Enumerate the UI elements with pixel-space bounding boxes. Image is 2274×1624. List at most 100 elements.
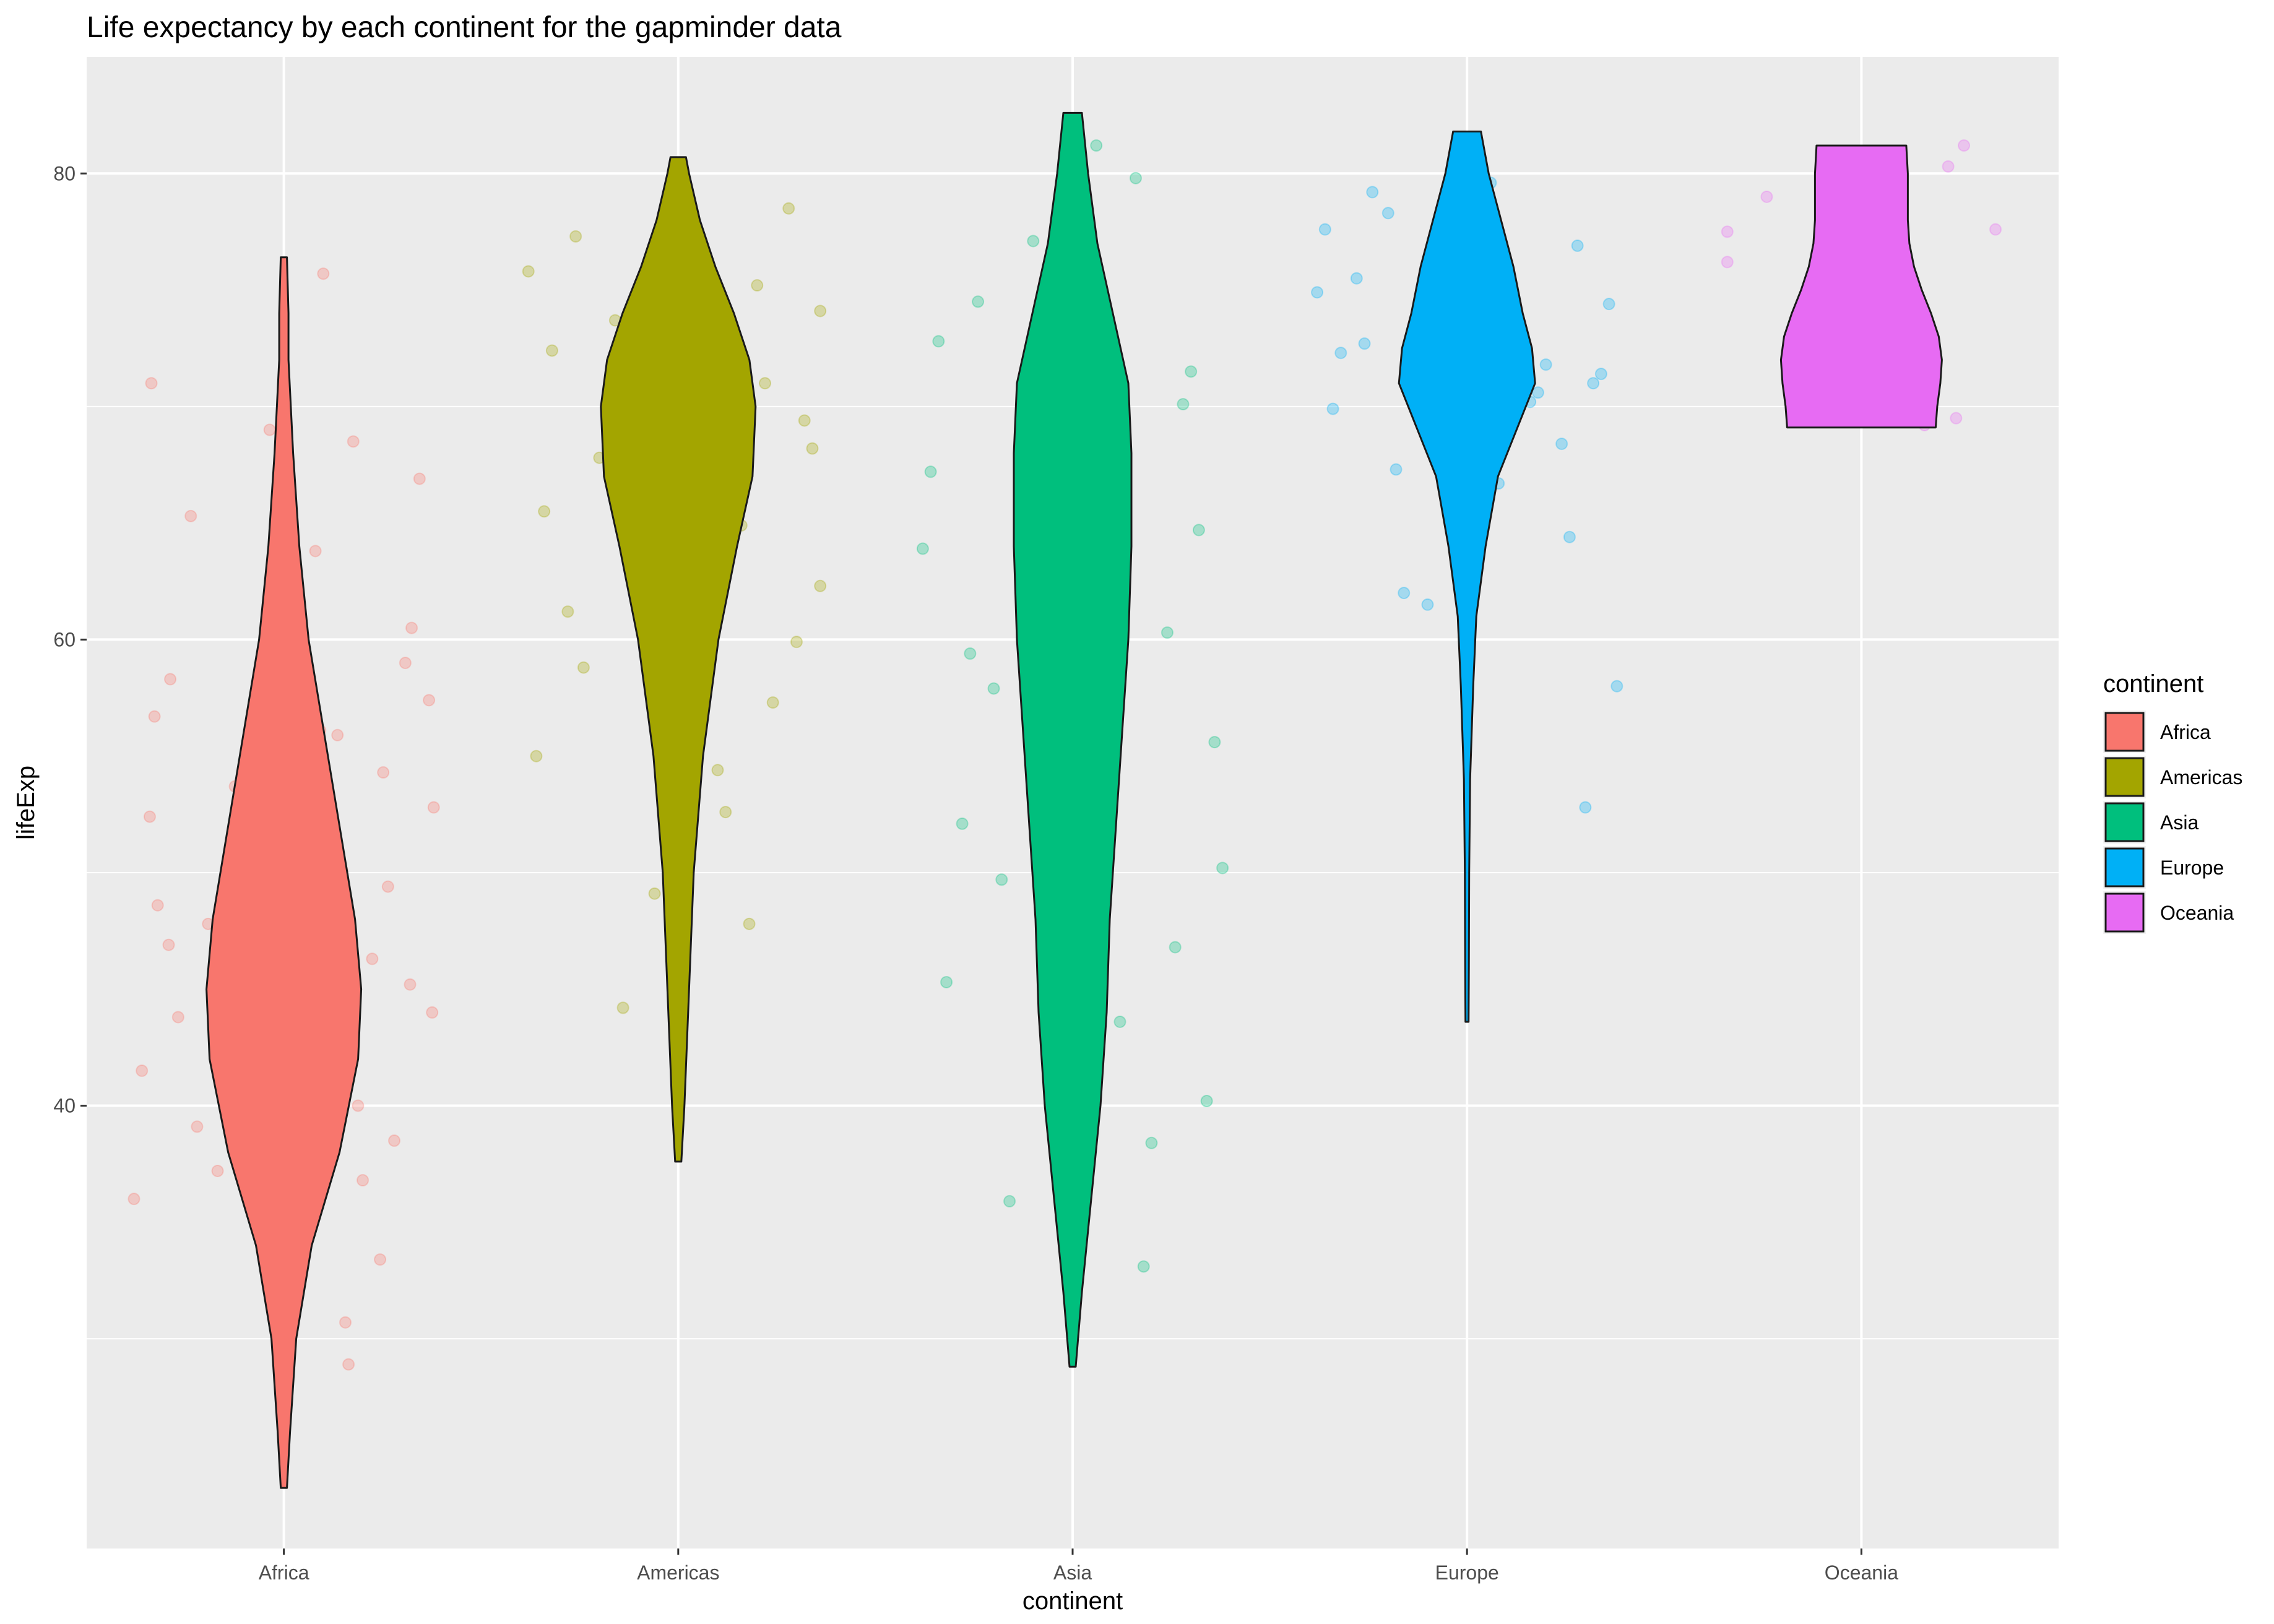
data-point <box>1350 272 1363 285</box>
data-point <box>1958 139 1971 152</box>
legend-swatch-americas <box>2104 757 2145 797</box>
data-point <box>1950 412 1963 425</box>
data-point <box>545 344 558 357</box>
data-point <box>577 661 590 674</box>
data-point <box>798 414 811 427</box>
legend-label: Asia <box>2160 811 2198 834</box>
data-point <box>522 265 535 278</box>
data-point <box>211 1164 224 1177</box>
data-point <box>191 1120 204 1133</box>
chart-title: Life expectancy by each continent for th… <box>87 11 842 44</box>
data-point <box>987 682 1000 695</box>
violin-americas <box>600 156 757 1163</box>
data-point <box>972 295 985 308</box>
data-point <box>143 810 156 823</box>
y-axis-title: lifeExp <box>12 766 40 840</box>
data-point <box>164 673 177 686</box>
data-point <box>814 304 827 317</box>
legend-swatch-europe <box>2104 847 2145 888</box>
data-point <box>1602 298 1615 311</box>
violin-oceania <box>1779 144 1943 429</box>
violin-europe <box>1398 131 1536 1023</box>
data-point <box>616 1001 629 1014</box>
data-point <box>162 938 175 951</box>
data-point <box>1129 171 1142 184</box>
data-point <box>1326 402 1339 415</box>
data-point <box>782 202 795 215</box>
data-point <box>1145 1136 1158 1149</box>
data-point <box>814 579 827 592</box>
y-tick-label: 40 <box>53 1095 76 1117</box>
data-point <box>309 545 322 558</box>
data-point <box>263 423 276 436</box>
x-tick-label: Europe <box>1435 1561 1499 1584</box>
data-point <box>404 978 417 991</box>
data-point <box>719 806 732 819</box>
data-point <box>184 509 197 522</box>
legend-swatch-asia <box>2104 802 2145 842</box>
data-point <box>940 975 953 988</box>
data-point <box>1721 225 1734 238</box>
y-tick-label: 80 <box>53 162 76 184</box>
data-point <box>1760 190 1773 203</box>
data-point <box>758 377 771 390</box>
legend-swatch-africa <box>2104 712 2145 752</box>
data-point <box>423 694 436 707</box>
data-point <box>1318 223 1331 236</box>
data-point <box>357 1174 370 1187</box>
data-point <box>924 465 937 478</box>
data-point <box>743 917 756 930</box>
data-point <box>342 1358 355 1371</box>
data-point <box>1113 1015 1126 1028</box>
data-point <box>1587 377 1600 390</box>
data-point <box>399 657 412 670</box>
data-point <box>1003 1194 1016 1207</box>
violin-africa <box>205 256 363 1489</box>
data-point <box>1381 207 1394 220</box>
data-point <box>1531 386 1544 399</box>
data-point <box>1137 1260 1150 1273</box>
data-point <box>1398 587 1411 600</box>
data-point <box>916 542 929 555</box>
data-point <box>347 435 360 448</box>
data-point <box>151 899 164 912</box>
data-point <box>806 442 819 455</box>
data-point <box>374 1253 387 1266</box>
data-point <box>1942 160 1955 173</box>
data-point <box>1311 286 1324 299</box>
data-point <box>1161 626 1174 639</box>
data-point <box>538 505 551 518</box>
data-point <box>790 636 803 649</box>
data-point <box>1555 438 1568 451</box>
data-point <box>751 279 764 292</box>
data-point <box>1610 680 1623 693</box>
data-point <box>1334 347 1347 360</box>
axes: 40 60 80 Africa Americas Asia Europe Oceania <box>53 162 1898 1584</box>
data-point <box>171 1011 184 1024</box>
violin-asia <box>1013 111 1133 1368</box>
data-point <box>1721 256 1734 269</box>
data-point <box>366 952 379 965</box>
data-point <box>1208 736 1221 749</box>
data-point <box>128 1193 141 1206</box>
data-point <box>1169 941 1182 954</box>
data-point <box>427 801 440 814</box>
data-point <box>1090 139 1103 152</box>
data-point <box>1366 186 1379 199</box>
x-tick-label: Oceania <box>1825 1561 1898 1584</box>
data-point <box>413 472 426 485</box>
legend-label: Oceania <box>2160 902 2234 924</box>
data-point <box>1571 240 1584 253</box>
legend-title: continent <box>2103 670 2203 698</box>
x-tick-label: Africa <box>259 1561 309 1584</box>
data-point <box>1200 1095 1213 1107</box>
data-point <box>426 1006 439 1019</box>
data-point <box>711 764 724 777</box>
data-point <box>1539 358 1552 371</box>
data-point <box>136 1065 149 1078</box>
data-point <box>1594 368 1607 381</box>
data-point <box>766 696 779 709</box>
x-tick-label: Asia <box>1053 1561 1092 1584</box>
data-point <box>995 873 1008 886</box>
data-point <box>964 647 977 660</box>
